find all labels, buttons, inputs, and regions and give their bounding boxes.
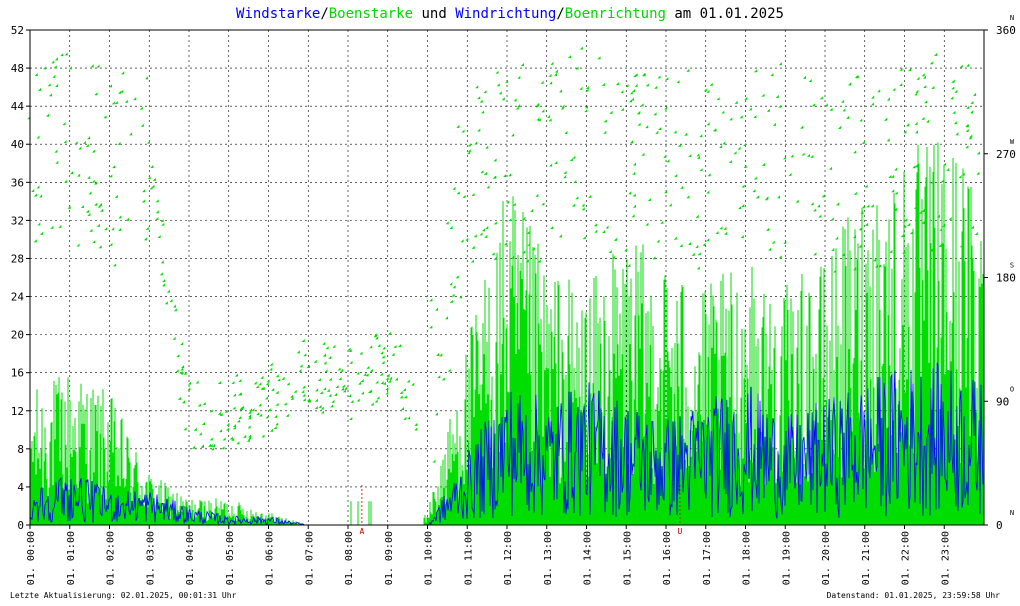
x-tick-label: 01. 14:00 — [583, 531, 594, 585]
series-windstarke — [29, 362, 985, 526]
x-axis: 01. 00:00 01. 01:00 01. 02:00 01. 03:00 01. … — [26, 525, 951, 585]
y-tick-label: 16 — [11, 367, 24, 380]
y-tick-label: 28 — [11, 252, 24, 265]
right-tick-label: 0 — [996, 519, 1003, 532]
wind-line — [29, 362, 985, 526]
right-tick-label: 360 — [996, 24, 1016, 37]
x-tick-label: 01. 15:00 — [622, 531, 633, 585]
x-tick-label: 01. 12:00 — [503, 531, 514, 585]
right-tick-label: 90 — [996, 395, 1009, 408]
y-tick-label: 0 — [17, 519, 24, 532]
x-tick-label: 01. 10:00 — [424, 531, 435, 585]
x-tick-label: 01. 17:00 — [702, 531, 713, 585]
x-tick-label: 01. 11:00 — [463, 531, 474, 585]
chart-title: Windstarke/Boenstarke und Windrichtung/B… — [236, 6, 784, 22]
x-tick-label: 01. 08:00 — [344, 531, 355, 585]
title-part: / — [320, 6, 328, 22]
y-tick-label: 8 — [17, 443, 24, 456]
title-part: Windstarke — [236, 6, 320, 22]
x-tick-label: 01. 22:00 — [901, 531, 912, 585]
x-tick-label: 01. 03:00 — [145, 531, 156, 585]
y-tick-label: 4 — [17, 481, 24, 494]
x-tick-label: 01. 18:00 — [742, 531, 753, 585]
y-tick-label: 12 — [11, 405, 24, 418]
direction-label: W — [1010, 138, 1015, 146]
x-tick-label: 01. 01:00 — [66, 531, 77, 585]
footer-last-update: Letzte Aktualisierung: 02.01.2025, 00:01… — [10, 591, 237, 600]
x-tick-label: 01. 00:00 — [26, 531, 37, 585]
direction-label: N — [1010, 14, 1014, 22]
marker-label: A — [359, 527, 364, 536]
title-part: Windrichtung — [455, 6, 556, 22]
direction-label: S — [1010, 262, 1014, 270]
direction-label: O — [1010, 385, 1014, 393]
x-tick-label: 01. 16:00 — [662, 531, 673, 585]
x-tick-label: 01. 21:00 — [861, 531, 872, 585]
x-tick-label: 01. 05:00 — [225, 531, 236, 585]
x-tick-label: 01. 13:00 — [543, 531, 554, 585]
y-tick-label: 52 — [11, 24, 24, 37]
x-tick-label: 01. 19:00 — [781, 531, 792, 585]
title-part: Boenrichtung — [565, 6, 666, 22]
title-part: / — [556, 6, 564, 22]
right-tick-label: 270 — [996, 148, 1016, 161]
marker-label: U — [677, 527, 682, 536]
y-tick-label: 36 — [11, 176, 24, 189]
right-tick-label: 180 — [996, 272, 1016, 285]
gust-spikes — [29, 142, 985, 525]
title-part: Boenstarke — [329, 6, 413, 22]
x-tick-label: 01. 09:00 — [384, 531, 395, 585]
y-tick-label: 24 — [11, 291, 25, 304]
x-tick-label: 01. 06:00 — [265, 531, 276, 585]
footer-data-status: Datenstand: 01.01.2025, 23:59:58 Uhr — [826, 591, 1000, 600]
y-tick-label: 40 — [11, 138, 24, 151]
title-part: am 01.01.2025 — [666, 6, 784, 22]
y-tick-label: 32 — [11, 214, 24, 227]
series-boenstarke — [29, 142, 985, 525]
y-tick-label: 44 — [11, 100, 25, 113]
x-tick-label: 01. 20:00 — [821, 531, 832, 585]
direction-label: N — [1010, 509, 1014, 517]
x-tick-label: 01. 07:00 — [304, 531, 315, 585]
x-tick-label: 01. 23:00 — [940, 531, 951, 585]
x-tick-label: 01. 02:00 — [106, 531, 117, 585]
x-tick-label: 01. 04:00 — [185, 531, 196, 585]
title-part: und — [413, 6, 455, 22]
y-tick-label: 48 — [11, 62, 24, 75]
y-tick-label: 20 — [11, 329, 24, 342]
